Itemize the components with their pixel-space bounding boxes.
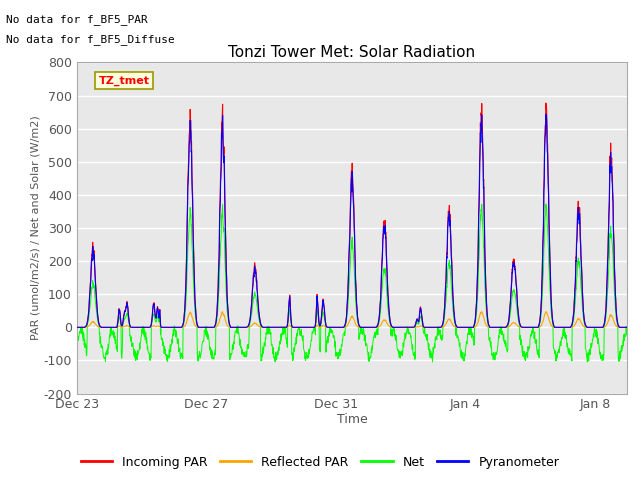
Title: Tonzi Tower Met: Solar Radiation: Tonzi Tower Met: Solar Radiation <box>228 45 476 60</box>
Text: No data for f_BF5_PAR: No data for f_BF5_PAR <box>6 14 148 25</box>
X-axis label: Time: Time <box>337 413 367 426</box>
Text: No data for f_BF5_Diffuse: No data for f_BF5_Diffuse <box>6 34 175 45</box>
Legend: Incoming PAR, Reflected PAR, Net, Pyranometer: Incoming PAR, Reflected PAR, Net, Pyrano… <box>76 451 564 474</box>
Text: TZ_tmet: TZ_tmet <box>99 76 150 86</box>
Y-axis label: PAR (umol/m2/s) / Net and Solar (W/m2): PAR (umol/m2/s) / Net and Solar (W/m2) <box>31 116 41 340</box>
